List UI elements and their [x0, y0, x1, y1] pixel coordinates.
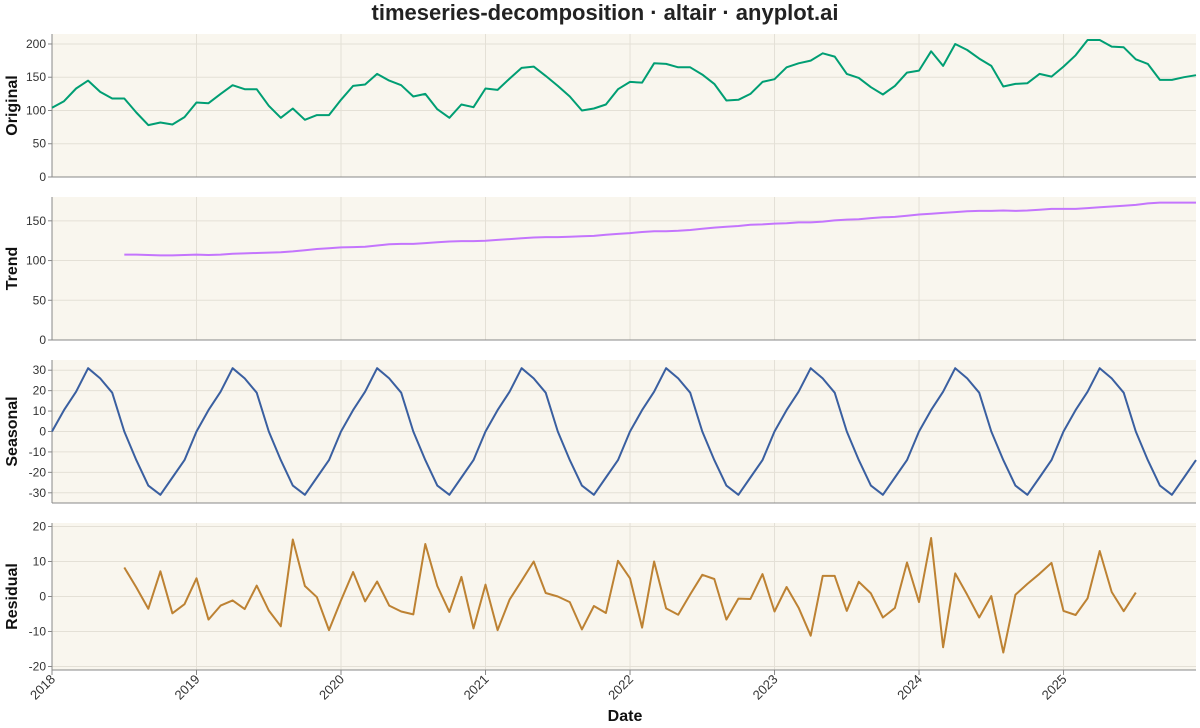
- series-line-residual: [123, 537, 1137, 654]
- chart-title: timeseries-decomposition · altair · anyp…: [372, 0, 839, 25]
- series-line-seasonal: [51, 367, 1197, 496]
- panel-background: [52, 197, 1196, 340]
- y-tick-label: 20: [33, 520, 47, 534]
- panel-label-original: Original: [4, 75, 21, 135]
- y-tick-label: 50: [33, 293, 47, 307]
- x-tick-label: 2021: [461, 672, 492, 703]
- y-tick-label: 0: [39, 590, 46, 604]
- y-tick-label: 0: [39, 333, 46, 347]
- series-line-trend: [124, 201, 1196, 257]
- y-tick-label: 0: [39, 170, 46, 184]
- panel-label-trend: Trend: [4, 247, 21, 291]
- y-tick-label: -10: [29, 445, 47, 459]
- panel-trend: 0 50 100 150 Trend: [4, 197, 1196, 347]
- x-axis: 2018 2019 2020 2021 2022 2023 2024 2025: [27, 670, 1070, 703]
- x-axis-title: Date: [608, 708, 643, 725]
- x-tick-label: 2023: [750, 672, 781, 703]
- y-tick-label: 200: [26, 37, 46, 51]
- x-tick-label: 2019: [172, 672, 203, 703]
- y-tick-label: -20: [29, 465, 47, 479]
- panel-background: [52, 34, 1196, 177]
- y-tick-label: 10: [33, 404, 47, 418]
- panels-group: 050100150200Original050100150Trend-30-20…: [4, 34, 1197, 674]
- y-tick-label: -30: [29, 486, 47, 500]
- x-tick-label: 2025: [1039, 672, 1070, 703]
- x-tick-label: 2022: [605, 672, 636, 703]
- y-tick-label: 20: [33, 384, 47, 398]
- y-tick-label: 150: [26, 70, 46, 84]
- panel-seasonal: -30 -20 -10 0 10 20 30 Seasonal: [4, 360, 1197, 504]
- y-tick-label: 10: [33, 555, 47, 569]
- y-tick-label: 30: [33, 363, 47, 377]
- y-tick-label: -20: [29, 660, 47, 674]
- y-tick-label: 0: [39, 425, 46, 439]
- y-tick-label: -10: [29, 625, 47, 639]
- y-tick-label: 100: [26, 103, 46, 117]
- panel-residual: -20 -10 0 10 20 Residual: [4, 520, 1196, 674]
- y-tick-label: 100: [26, 254, 46, 268]
- series-line-original: [51, 39, 1197, 127]
- y-tick-label: 150: [26, 214, 46, 228]
- x-tick-label: 2024: [894, 672, 925, 703]
- y-tick-label: 50: [33, 137, 47, 151]
- x-tick-label: 2020: [316, 672, 347, 703]
- panel-label-seasonal: Seasonal: [4, 396, 21, 466]
- x-tick-label: 2018: [27, 672, 58, 703]
- panel-original: 0 50 100 150 200 Original: [4, 34, 1197, 184]
- panel-label-residual: Residual: [4, 563, 21, 630]
